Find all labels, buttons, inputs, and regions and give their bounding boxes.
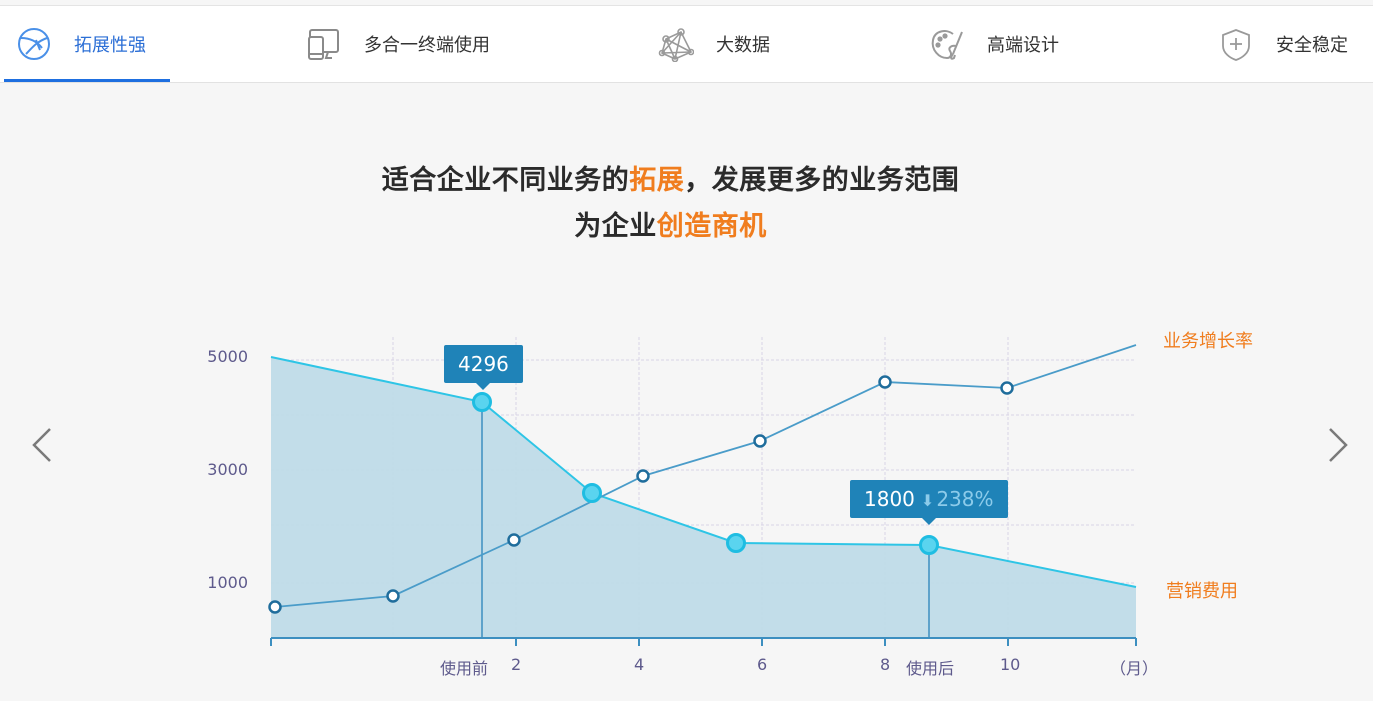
after-use-label: 使用后 [906, 659, 955, 678]
headline-text: 适合企业不同业务的 [381, 165, 630, 196]
arrow-down-icon: ⬇ [920, 491, 935, 510]
multi-device-icon [306, 26, 342, 62]
tab-scalability[interactable]: 拓展性强 [16, 6, 146, 82]
prev-slide-button[interactable] [22, 420, 62, 470]
feature-tab-bar: 拓展性强 多合一终端使用 大数据 [0, 6, 1373, 83]
shield-plus-icon [1218, 26, 1254, 62]
headline-line-1: 适合企业不同业务的拓展，发展更多的业务范围 [0, 158, 1357, 197]
top-strip [0, 0, 1373, 6]
x-tick-label: 10 [1000, 655, 1021, 674]
marketing-cost-legend: 营销费用 [1166, 581, 1238, 602]
y-tick-label: 5000 [207, 347, 248, 366]
next-slide-button[interactable] [1318, 420, 1358, 470]
tab-multi-device[interactable]: 多合一终端使用 [306, 6, 490, 82]
x-tick-label: 4 [634, 655, 645, 674]
tab-label: 拓展性强 [74, 35, 146, 56]
x-unit-label: （月） [1110, 659, 1159, 678]
chevron-left-icon [32, 428, 51, 462]
x-tick-label: 8 [880, 655, 891, 674]
tab-label: 大数据 [716, 35, 770, 56]
tab-high-end-design[interactable]: 高端设计 [929, 6, 1059, 82]
tab-label: 多合一终端使用 [364, 35, 490, 56]
y-tick-label: 1000 [207, 573, 248, 592]
before-use-label: 使用前 [440, 659, 489, 678]
marketing-cost-points [472, 392, 939, 555]
x-tick-label: 2 [511, 655, 522, 674]
active-tab-indicator [4, 79, 170, 82]
headline-text: ，发展更多的业务范围 [684, 165, 960, 196]
growth-rate-legend: 业务增长率 [1163, 331, 1253, 352]
x-axis-ticks [270, 638, 1137, 646]
tab-big-data[interactable]: 大数据 [658, 6, 770, 82]
tab-label: 高端设计 [987, 35, 1059, 56]
scalability-icon [16, 26, 52, 62]
headline-highlight: 拓展 [629, 165, 685, 196]
tab-security[interactable]: 安全稳定 [1218, 6, 1348, 82]
tooltip-value: 1800 [864, 487, 915, 511]
headline-line-2: 为企业创造商机 [0, 204, 1357, 243]
y-tick-label: 3000 [207, 460, 248, 479]
tooltip-value: 4296 [458, 352, 509, 376]
growth-rate-points [268, 375, 1014, 614]
headline-text: 为企业 [574, 211, 657, 242]
tab-label: 安全稳定 [1276, 35, 1348, 56]
big-data-network-icon [658, 26, 694, 62]
after-value-tooltip: 1800 ⬇ 238% [850, 480, 1008, 525]
headline-highlight: 创造商机 [656, 211, 767, 242]
palette-icon [929, 26, 965, 62]
growth-rate-line [274, 344, 1137, 608]
chevron-right-icon [1329, 428, 1348, 462]
chart-gridlines [271, 337, 1136, 638]
tooltip-change: 238% [936, 487, 994, 511]
before-value-tooltip: 4296 [444, 345, 523, 390]
x-tick-label: 6 [757, 655, 768, 674]
marketing-cost-area [271, 357, 1136, 638]
marketing-cost-line [270, 356, 1137, 588]
